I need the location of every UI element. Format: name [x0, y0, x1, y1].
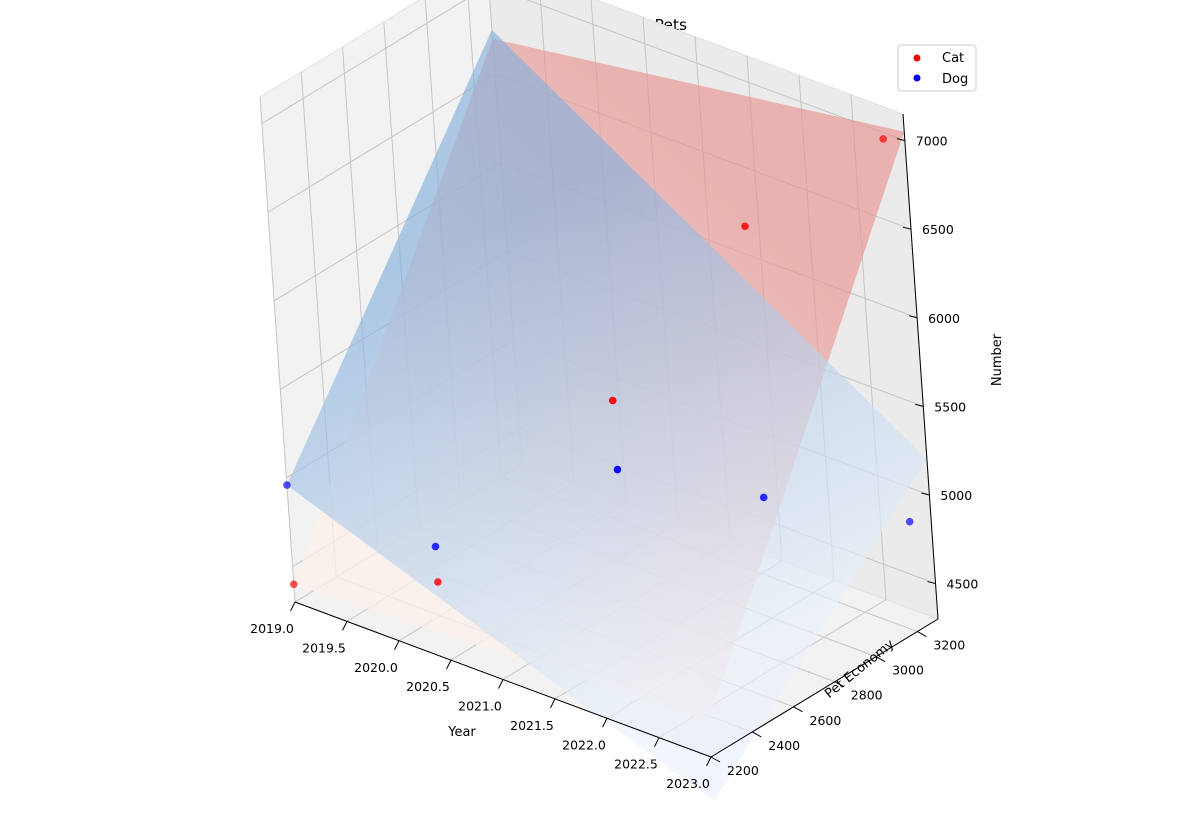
x-tick-label: 2021.5	[510, 718, 554, 733]
legend: Cat Dog	[897, 44, 977, 92]
fitted-surfaces	[286, 29, 927, 802]
legend-label-dog: Dog	[942, 72, 968, 87]
y-tick	[917, 631, 927, 637]
grid-line-y-left	[259, 96, 296, 603]
grid-line-z-left	[261, 0, 467, 125]
point-dog-2	[613, 465, 622, 474]
x-tick	[498, 679, 504, 689]
x-tick-label: 2022.5	[614, 757, 658, 772]
point-cat-0	[290, 580, 298, 589]
z-tick-label: 6000	[928, 311, 960, 326]
x-tick	[342, 621, 348, 631]
point-dog-4	[905, 517, 914, 526]
x-tick	[394, 640, 400, 650]
surface-dog	[286, 29, 927, 802]
y-tick-label: 3000	[892, 663, 924, 678]
x-tick-label: 2019.0	[250, 621, 294, 636]
y-tick-label: 2800	[851, 688, 883, 703]
grid-line-z-back	[526, 0, 906, 142]
z-tick	[909, 315, 918, 319]
x-tick-label: 2020.0	[354, 660, 398, 675]
z-tick	[902, 226, 912, 230]
x-tick	[446, 659, 452, 670]
z-tick	[921, 492, 930, 496]
z-tick	[927, 581, 936, 585]
point-dog-3	[759, 493, 768, 502]
x-tick-label: 2022.0	[562, 737, 606, 752]
z-tick	[915, 403, 924, 407]
y-tick-label: 2200	[727, 763, 759, 778]
legend-marker-dog	[913, 74, 921, 82]
z-tick-label: 7000	[916, 134, 948, 149]
x-tick-label: 2020.5	[406, 679, 450, 694]
legend-label-cat: Cat	[942, 51, 964, 66]
z-axis-line	[902, 113, 939, 620]
legend-marker-cat	[913, 54, 921, 62]
x-tick	[550, 698, 556, 709]
point-cat-1	[434, 578, 442, 586]
x-tick	[290, 601, 296, 612]
y-tick	[793, 706, 803, 713]
y-tick-label: 2600	[810, 713, 842, 728]
z-tick-label: 6500	[922, 222, 954, 237]
z-tick-label: 5000	[940, 488, 972, 503]
grid-line-z-left	[267, 73, 496, 213]
point-cat-4	[879, 135, 887, 143]
z-axis-label: Number	[990, 333, 1005, 386]
y-tick	[752, 731, 762, 738]
x-tick-label: 2023.0	[666, 776, 710, 791]
y-tick-label: 3200	[933, 638, 965, 653]
point-dog-0	[283, 481, 291, 489]
x-axis-label: Year	[447, 725, 476, 740]
x-tick	[706, 756, 712, 767]
axes: 2019.0 2019.5 2020.0 2020.5 2021.0 2021.5 2022…	[250, 113, 979, 791]
y-tick-label: 2400	[768, 738, 800, 753]
data-points	[283, 135, 914, 589]
z-tick	[896, 138, 905, 142]
y-tick	[834, 681, 845, 688]
y-axis-line	[710, 618, 939, 758]
point-dog-1	[431, 542, 440, 551]
point-cat-3	[741, 222, 749, 231]
x-tick-label: 2021.0	[458, 699, 502, 714]
x-tick	[602, 718, 608, 728]
x-tick-label: 2019.5	[302, 640, 346, 655]
z-tick-label: 4500	[947, 577, 979, 592]
z-tick-label: 5500	[934, 399, 966, 414]
point-cat-2	[608, 396, 617, 405]
y-tick	[710, 756, 721, 763]
x-tick	[654, 737, 660, 747]
y-tick	[875, 656, 886, 663]
